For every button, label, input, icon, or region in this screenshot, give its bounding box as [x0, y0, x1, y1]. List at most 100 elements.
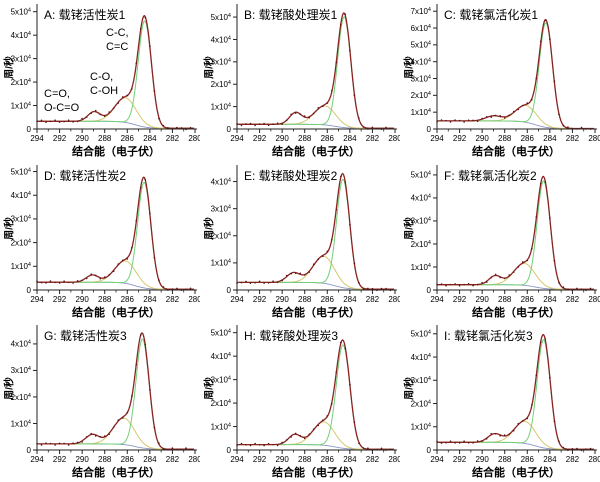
- xps-panel-E: 0 1x104 2x104 3x104 4x104 294 292 290 288 286 284 2…: [200, 161, 400, 322]
- svg-text:4x104: 4x104: [11, 31, 31, 40]
- svg-text:2x104: 2x104: [211, 399, 231, 408]
- svg-text:294: 294: [30, 134, 44, 143]
- svg-text:5x104: 5x104: [411, 41, 431, 50]
- svg-text:280: 280: [188, 295, 200, 304]
- x-axis-label: 结合能（电子伏）: [272, 306, 360, 319]
- svg-text:282: 282: [166, 134, 180, 143]
- svg-text:286: 286: [521, 134, 535, 143]
- svg-text:292: 292: [53, 455, 67, 464]
- svg-text:280: 280: [188, 134, 200, 143]
- xps-panel-I: 0 1x104 2x104 3x104 4x104 5x104 294 292 290 288 28…: [400, 321, 600, 482]
- panel-title-I: I: 载铑氯活化炭3: [444, 329, 533, 344]
- xps-panel-H: 0 1x104 2x104 3x104 4x104 5x104 294 292 290 288 28…: [200, 321, 400, 482]
- xps-panel-D: 0 1x104 2x104 3x104 4x104 5x104 294 292 290 288 28…: [0, 161, 200, 322]
- svg-text:284: 284: [343, 134, 357, 143]
- svg-text:5x104: 5x104: [11, 167, 31, 176]
- svg-text:284: 284: [543, 134, 557, 143]
- x-axis-label: 结合能（电子伏）: [72, 146, 160, 158]
- xps-panel-C: 0 1x104 2x104 3x104 4x104 5x104 6x104 7x104 294 2…: [400, 0, 600, 161]
- svg-text:288: 288: [498, 455, 512, 464]
- svg-text:280: 280: [388, 295, 400, 304]
- svg-text:290: 290: [75, 134, 89, 143]
- panel-title-G: G: 载铑活性炭3: [44, 329, 127, 344]
- svg-text:290: 290: [275, 455, 289, 464]
- peak-annotation-line: C=C: [106, 41, 129, 53]
- svg-text:3x104: 3x104: [11, 54, 31, 63]
- svg-text:286: 286: [321, 134, 335, 143]
- y-axis-label: 周/秒: [4, 377, 16, 401]
- svg-text:286: 286: [321, 455, 335, 464]
- svg-text:0: 0: [27, 125, 32, 134]
- xps-panel-B: 0 1x104 2x104 3x104 4x104 5x104 294 292 290 288 28…: [200, 0, 400, 161]
- svg-text:2x104: 2x104: [411, 400, 431, 409]
- svg-text:0: 0: [227, 446, 232, 455]
- plot-canvas-H: 0 1x104 2x104 3x104 4x104 5x104 294 292 290 288 28…: [211, 325, 400, 464]
- svg-text:1x104: 1x104: [11, 101, 31, 110]
- peak-annotation-line: C-O,: [90, 71, 114, 83]
- svg-text:5x104: 5x104: [211, 13, 231, 22]
- svg-text:294: 294: [230, 455, 244, 464]
- svg-text:288: 288: [498, 295, 512, 304]
- peak-annotation-line: O-C=O: [44, 102, 80, 114]
- svg-text:282: 282: [566, 134, 580, 143]
- svg-text:280: 280: [188, 455, 200, 464]
- svg-text:1x104: 1x104: [211, 102, 231, 111]
- svg-text:288: 288: [498, 134, 512, 143]
- x-axis-label: 结合能（电子伏）: [472, 146, 560, 158]
- peak-annotation-line: C=O,: [44, 88, 70, 100]
- svg-text:282: 282: [166, 455, 180, 464]
- svg-text:280: 280: [588, 134, 600, 143]
- svg-text:292: 292: [53, 134, 67, 143]
- svg-text:2x104: 2x104: [11, 78, 31, 87]
- svg-text:3x104: 3x104: [411, 74, 431, 83]
- panel-title-E: E: 载铑酸处理炭2: [244, 168, 338, 183]
- plot-canvas-D: 0 1x104 2x104 3x104 4x104 5x104 294 292 290 288 28…: [11, 164, 200, 304]
- plot-canvas-I: 0 1x104 2x104 3x104 4x104 5x104 294 292 290 288 28…: [411, 325, 600, 464]
- xps-panel-F: 0 1x104 2x104 3x104 4x104 5x104 294 292 290 288 28…: [400, 161, 600, 322]
- svg-text:294: 294: [30, 455, 44, 464]
- svg-text:0: 0: [227, 125, 232, 134]
- svg-text:294: 294: [230, 134, 244, 143]
- svg-text:5x104: 5x104: [411, 330, 431, 339]
- svg-text:290: 290: [275, 295, 289, 304]
- svg-text:0: 0: [227, 285, 232, 294]
- svg-text:294: 294: [30, 295, 44, 304]
- svg-text:282: 282: [566, 295, 580, 304]
- svg-text:1x104: 1x104: [11, 262, 31, 271]
- xps-panel-G: 0 1x104 2x104 3x104 4x104 294 292 290 288 286 284 2…: [0, 321, 200, 482]
- y-axis-label: 周/秒: [204, 216, 216, 240]
- svg-text:290: 290: [475, 455, 489, 464]
- svg-text:288: 288: [298, 134, 312, 143]
- svg-text:288: 288: [98, 295, 112, 304]
- svg-text:1x104: 1x104: [411, 108, 431, 117]
- panel-title-F: F: 载铑氯活化炭2: [444, 168, 537, 183]
- svg-text:294: 294: [230, 295, 244, 304]
- svg-text:1x104: 1x104: [11, 420, 31, 429]
- svg-text:282: 282: [366, 134, 380, 143]
- svg-text:4x104: 4x104: [411, 57, 431, 66]
- svg-text:4x104: 4x104: [411, 193, 431, 202]
- svg-text:3x104: 3x104: [211, 204, 231, 213]
- panel-title-C: C: 载铑氯活化炭1: [444, 8, 539, 22]
- svg-text:0: 0: [427, 446, 432, 455]
- svg-text:282: 282: [366, 295, 380, 304]
- y-axis-label: 周/秒: [204, 377, 216, 401]
- svg-text:0: 0: [27, 446, 32, 455]
- x-axis-label: 结合能（电子伏）: [472, 467, 560, 480]
- svg-text:288: 288: [98, 455, 112, 464]
- panel-title-B: B: 载铑酸处理炭1: [244, 8, 338, 22]
- svg-text:290: 290: [275, 134, 289, 143]
- svg-text:0: 0: [27, 285, 32, 294]
- svg-text:292: 292: [453, 134, 467, 143]
- svg-text:292: 292: [453, 455, 467, 464]
- panel-title-A: A: 载铑活性炭1: [44, 8, 126, 22]
- svg-text:5x104: 5x104: [11, 7, 31, 16]
- svg-text:4x104: 4x104: [411, 353, 431, 362]
- svg-text:286: 286: [321, 295, 335, 304]
- svg-text:280: 280: [588, 455, 600, 464]
- y-axis-label: 周/秒: [404, 56, 416, 79]
- svg-text:3x104: 3x104: [11, 214, 31, 223]
- svg-text:292: 292: [253, 295, 267, 304]
- y-axis-label: 周/秒: [4, 216, 16, 240]
- peak-annotation-line: C-C,: [106, 27, 129, 39]
